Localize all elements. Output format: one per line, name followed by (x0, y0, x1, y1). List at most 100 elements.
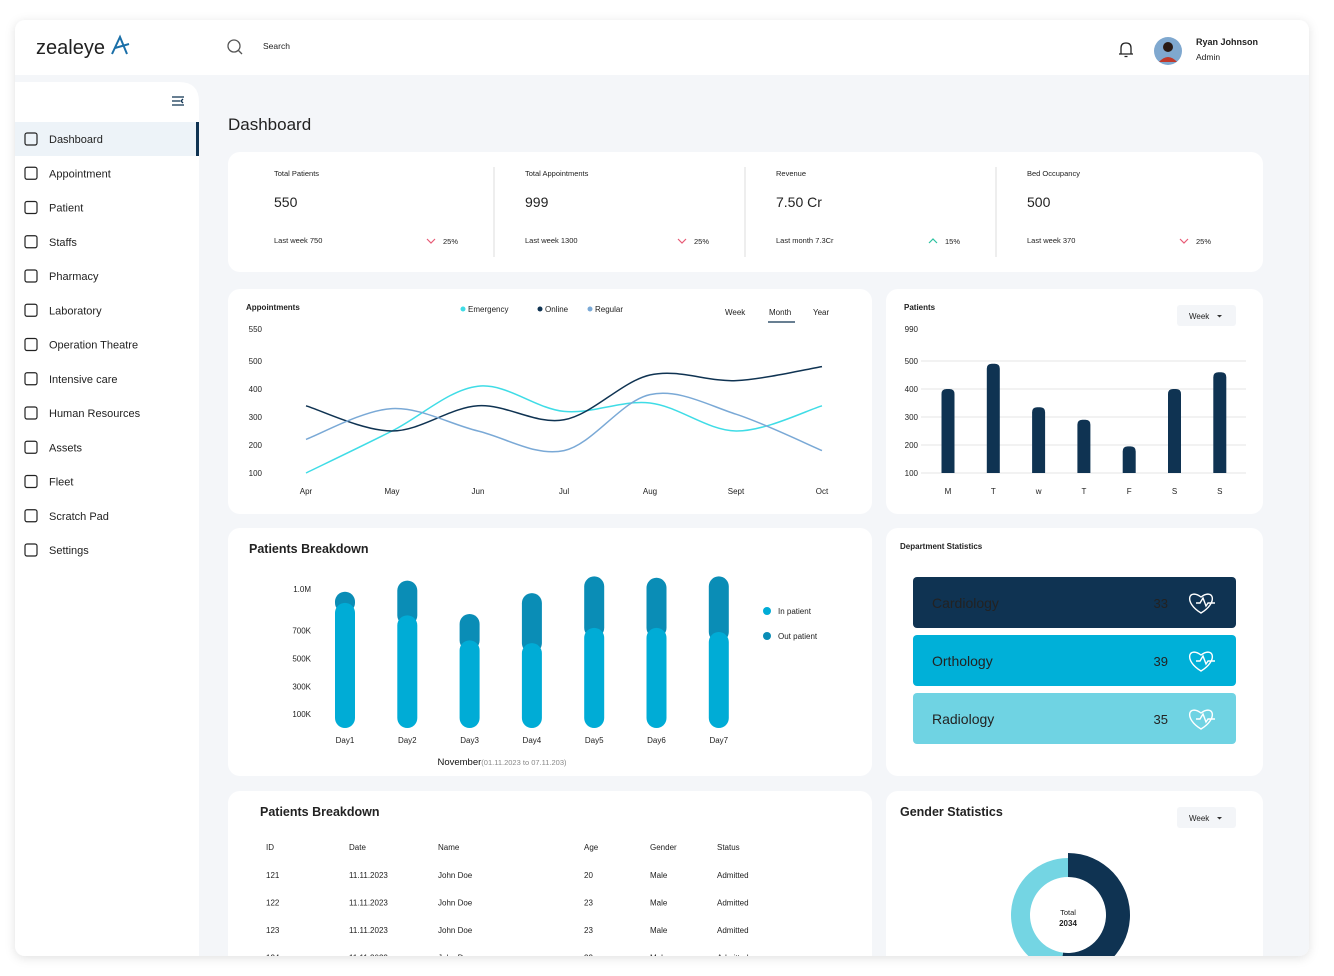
stat-compare: Last week 370 (1027, 236, 1075, 245)
x-tick-label: Oct (816, 487, 829, 496)
department-name: Orthology (932, 653, 993, 669)
stat-value: 7.50 Cr (776, 194, 822, 210)
y-top-label: 990 (905, 325, 919, 334)
x-tick-label: Day3 (460, 736, 479, 745)
y-tick-label: 300 (249, 413, 263, 422)
avatar-head (1163, 42, 1173, 52)
x-tick-label: T (1081, 487, 1086, 496)
nav-item[interactable]: Appointment (49, 168, 111, 180)
table-cell: John Doe (438, 871, 473, 880)
search-icon[interactable] (227, 39, 241, 53)
dropdown[interactable] (1177, 305, 1236, 326)
chart-title: Gender Statistics (900, 805, 1003, 819)
table-cell: Admitted (717, 871, 749, 880)
nav-item[interactable]: Laboratory (49, 305, 102, 317)
trend-arrow (677, 238, 687, 244)
table-cell: Male (650, 954, 668, 963)
nav-item[interactable]: Patient (49, 203, 83, 215)
table-cell: Male (650, 899, 668, 908)
nav-item[interactable]: Fleet (49, 477, 73, 489)
dropdown[interactable] (1177, 807, 1236, 828)
y-tick-label: 300 (905, 413, 919, 422)
nav-item[interactable]: Scratch Pad (49, 511, 109, 523)
table-cell: 23 (584, 899, 593, 908)
bar-segment (708, 576, 729, 643)
stat-value: 550 (274, 194, 298, 210)
table-cell: Male (650, 871, 668, 880)
department-value: 35 (1154, 712, 1168, 727)
legend-label: In patient (778, 607, 812, 616)
y-tick-label: 100 (905, 469, 919, 478)
nav-item[interactable]: Human Resources (49, 408, 141, 420)
y-tick-label: 400 (905, 385, 919, 394)
x-tick-label: Day1 (336, 736, 355, 745)
nav-icon (24, 474, 38, 489)
table-cell: John Doe (438, 926, 473, 935)
nav-item[interactable]: Dashboard (49, 134, 103, 146)
x-tick-label: Day4 (523, 736, 542, 745)
bar-segment (397, 615, 418, 728)
bar-segment (646, 627, 667, 728)
table-title: Patients Breakdown (260, 805, 379, 819)
search-icon-handle (238, 50, 243, 55)
line-series (305, 392, 823, 453)
caption-month: November (437, 757, 481, 768)
nav-item[interactable]: Pharmacy (49, 271, 99, 283)
legend-dot (587, 306, 593, 312)
user-role: Admin (1196, 52, 1220, 62)
menu-toggle[interactable] (172, 96, 184, 106)
x-tick-label: Day5 (585, 736, 604, 745)
bar-segment (521, 643, 542, 728)
table-header: Name (438, 843, 460, 852)
department-row[interactable] (913, 577, 1236, 628)
chart-title: Patients Breakdown (249, 542, 368, 556)
nav-icon (24, 543, 38, 557)
x-tick-label: Day6 (647, 736, 666, 745)
table-cell: Admitted (717, 899, 749, 908)
table-cell: Admitted (717, 954, 749, 963)
department-row[interactable] (913, 635, 1236, 686)
heart-icon (1189, 651, 1215, 672)
table-header: Status (717, 843, 740, 852)
legend-dot (460, 306, 466, 312)
bell-icon[interactable] (1119, 42, 1133, 58)
tab[interactable]: Week (725, 308, 746, 317)
stat-label: Total Appointments (525, 169, 589, 178)
logo-mark (111, 34, 130, 55)
department-row[interactable] (913, 693, 1236, 744)
nav-item[interactable]: Operation Theatre (49, 340, 138, 352)
legend-label: Regular (595, 305, 623, 314)
table-cell: 23 (584, 954, 593, 963)
x-tick-label: F (1127, 487, 1132, 496)
bar (1168, 389, 1181, 473)
heart-icon (1189, 709, 1215, 730)
donut-segment (1011, 858, 1068, 956)
department-value: 39 (1154, 654, 1168, 669)
nav-item[interactable]: Staffs (49, 237, 77, 249)
caption-range: (01.11.2023 to 07.11.203) (481, 758, 567, 767)
bar (941, 389, 955, 473)
nav-item[interactable]: Settings (49, 545, 89, 557)
nav-icon (24, 406, 38, 420)
tab[interactable]: Month (769, 308, 791, 317)
nav-item[interactable]: Intensive care (49, 374, 117, 386)
logo-text: zealeye (36, 37, 105, 59)
bar-segment (397, 580, 418, 626)
legend-label: Emergency (468, 305, 508, 314)
active-item-bar (196, 122, 199, 156)
tab[interactable]: Year (813, 308, 830, 317)
y-tick-label: 100K (292, 710, 311, 719)
stats-card: Total Patients 550 Last week 750 25% Total A… (228, 152, 1263, 272)
table-header: Gender (650, 843, 677, 852)
search-placeholder[interactable]: Search (263, 41, 290, 51)
nav-icon (24, 166, 38, 180)
caption: November(01.11.2023 to 07.11.203) (437, 757, 567, 768)
y-tick-label: 700K (292, 627, 311, 636)
line-series (305, 365, 823, 432)
bar-segment (459, 613, 480, 651)
x-tick-label: Day2 (398, 736, 417, 745)
top-bar (15, 20, 1309, 75)
nav-item[interactable]: Assets (49, 442, 83, 454)
